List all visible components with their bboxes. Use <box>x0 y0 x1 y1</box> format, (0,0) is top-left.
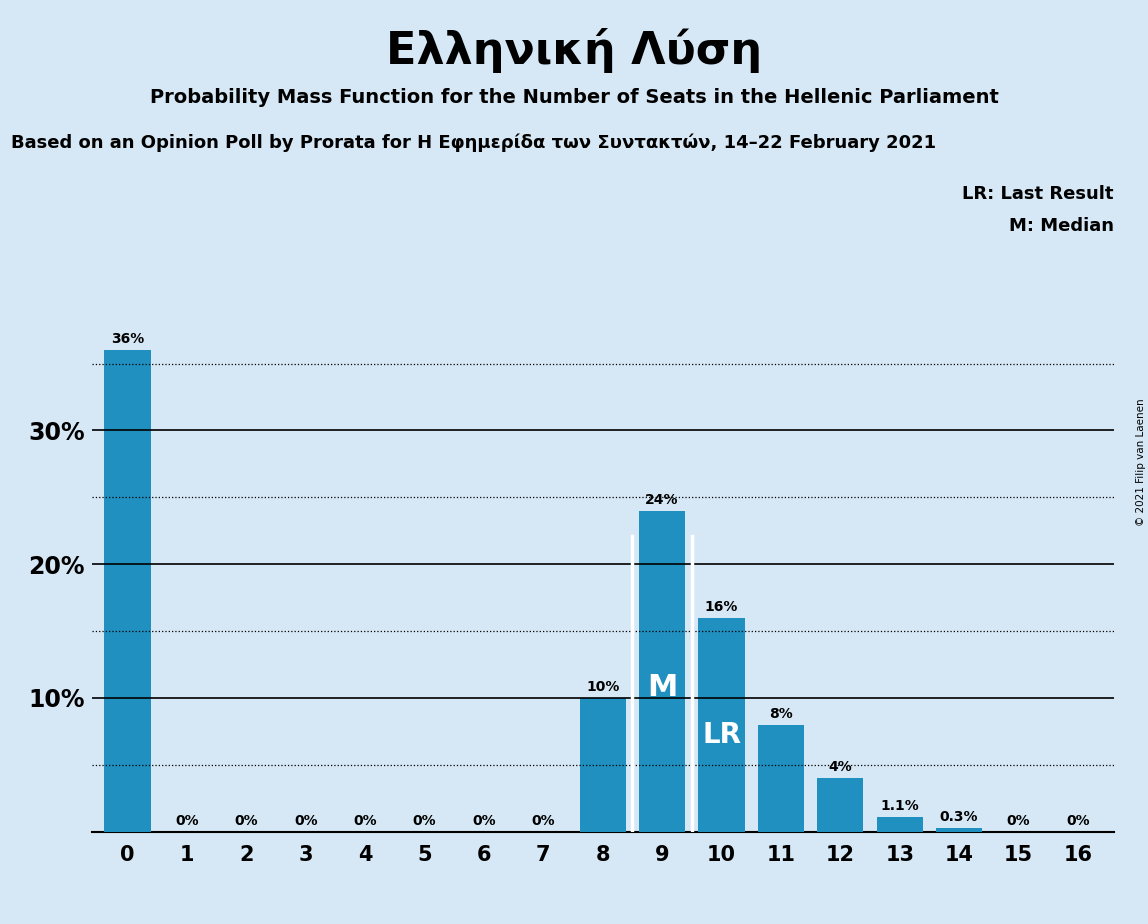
Text: 0%: 0% <box>412 814 436 828</box>
Text: Based on an Opinion Poll by Prorata for Η Εφημερίδα των Συντακτών, 14–22 Februar: Based on an Opinion Poll by Prorata for … <box>11 134 937 152</box>
Text: 8%: 8% <box>769 707 793 721</box>
Bar <box>698 617 745 832</box>
Text: 0%: 0% <box>176 814 199 828</box>
Text: 0%: 0% <box>472 814 496 828</box>
Text: 0%: 0% <box>1007 814 1030 828</box>
Text: 10%: 10% <box>585 680 620 694</box>
Text: 0%: 0% <box>294 814 318 828</box>
Text: 0.3%: 0.3% <box>940 809 978 823</box>
Text: M: Median: M: Median <box>1009 217 1114 235</box>
Bar <box>936 828 983 832</box>
Text: 0%: 0% <box>532 814 556 828</box>
Text: 0%: 0% <box>354 814 377 828</box>
Text: 0%: 0% <box>234 814 258 828</box>
Bar <box>104 350 150 832</box>
Text: 16%: 16% <box>705 600 738 614</box>
Text: LR: LR <box>703 722 740 749</box>
Text: 1.1%: 1.1% <box>881 799 920 813</box>
Text: Ελληνική Λύση: Ελληνική Λύση <box>386 28 762 73</box>
Bar <box>639 511 685 832</box>
Bar <box>758 724 804 832</box>
Bar <box>580 698 626 832</box>
Bar <box>817 778 863 832</box>
Text: Probability Mass Function for the Number of Seats in the Hellenic Parliament: Probability Mass Function for the Number… <box>149 88 999 107</box>
Text: 0%: 0% <box>1066 814 1089 828</box>
Bar <box>877 817 923 832</box>
Text: 24%: 24% <box>645 492 678 506</box>
Text: 36%: 36% <box>111 332 145 346</box>
Text: M: M <box>647 673 677 701</box>
Text: © 2021 Filip van Laenen: © 2021 Filip van Laenen <box>1135 398 1146 526</box>
Text: 4%: 4% <box>829 760 852 774</box>
Text: LR: Last Result: LR: Last Result <box>962 185 1114 202</box>
